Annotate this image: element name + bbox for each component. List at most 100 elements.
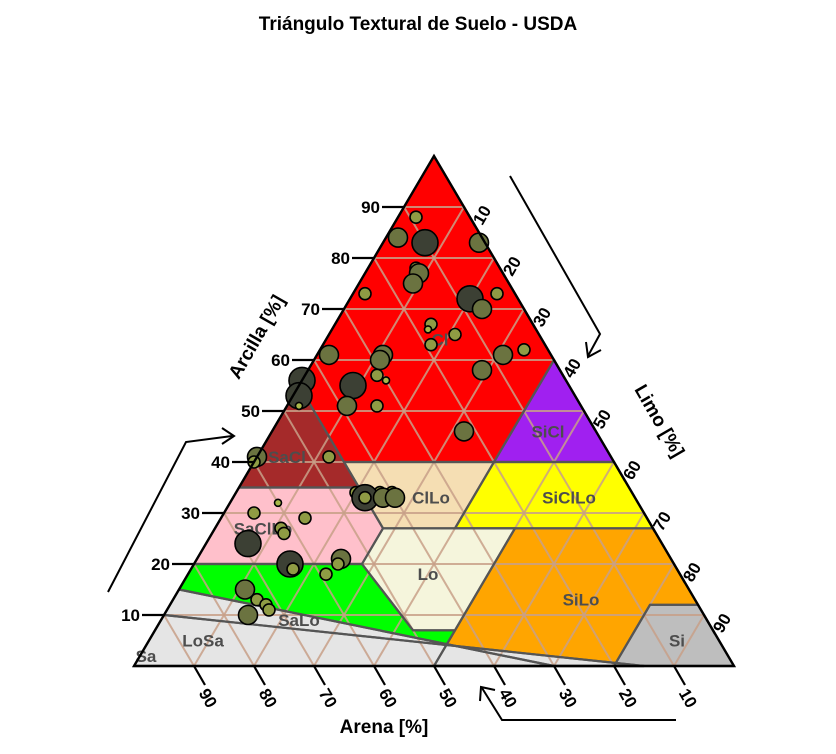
sand-tick <box>433 665 446 686</box>
clay-tick-label: 70 <box>301 300 320 319</box>
class-label-cllo: ClLo <box>412 489 450 508</box>
sand-tick-label: 10 <box>675 685 701 711</box>
silt-tick <box>523 308 536 329</box>
data-point <box>318 344 340 366</box>
grid-sand-90 <box>163 614 195 667</box>
silt-arrow <box>509 175 602 357</box>
region-silo <box>434 528 698 666</box>
silt-axis-title: Limo [%] <box>630 381 688 461</box>
silt-tick <box>703 614 716 635</box>
data-point <box>492 344 514 366</box>
clay-tick-label: 60 <box>271 351 290 370</box>
sand-tick <box>673 665 686 686</box>
silt-tick <box>463 206 476 227</box>
clay-tick-label: 30 <box>181 504 200 523</box>
data-point <box>247 506 261 520</box>
data-point <box>336 395 358 417</box>
clay-tick-label: 40 <box>211 453 230 472</box>
data-point <box>234 579 256 600</box>
sand-tick-label: 80 <box>255 685 281 711</box>
clay-tick-label: 10 <box>121 606 140 625</box>
sand-tick-label: 50 <box>435 685 461 711</box>
region-cllo <box>344 462 494 529</box>
silt-tick <box>583 410 596 431</box>
silt-tick <box>673 563 686 584</box>
silt-tick <box>643 512 656 533</box>
sand-arrow <box>481 687 676 721</box>
data-point <box>322 450 336 464</box>
clay-tick-label: 50 <box>241 402 260 421</box>
data-point <box>381 376 391 385</box>
data-point <box>453 421 475 442</box>
data-point <box>331 557 345 571</box>
data-point <box>424 337 438 352</box>
data-point <box>339 371 367 400</box>
clay-arrow-head <box>221 427 236 445</box>
class-label-sacl: SaCl <box>268 448 306 467</box>
data-point <box>409 210 423 224</box>
data-point <box>411 228 439 257</box>
class-label-sa: Sa <box>136 647 157 666</box>
silt-arrow-head <box>585 341 602 359</box>
data-point <box>370 399 384 413</box>
clay-tick-label: 20 <box>151 555 170 574</box>
data-point <box>298 511 312 525</box>
data-point <box>471 298 493 320</box>
sand-tick-label: 70 <box>315 685 341 711</box>
data-point <box>319 567 333 582</box>
clay-tick-label: 80 <box>331 249 350 268</box>
class-label-lo: Lo <box>418 565 439 584</box>
data-point <box>370 368 384 383</box>
sample-points <box>234 210 531 626</box>
data-point <box>369 349 391 371</box>
silt-tick <box>493 257 506 278</box>
region-lo <box>362 528 515 631</box>
class-label-si: Si <box>669 632 685 651</box>
sand-tick-label: 90 <box>195 685 221 711</box>
sand-tick <box>253 665 266 686</box>
sand-arrow-head <box>479 685 496 702</box>
silt-tick <box>553 359 566 380</box>
data-point <box>448 327 462 342</box>
data-point <box>387 227 409 248</box>
data-point <box>402 273 424 294</box>
sand-tick-label: 30 <box>555 685 581 711</box>
sand-tick-label: 20 <box>615 685 641 711</box>
silt-tick <box>613 461 626 482</box>
grid-silt-70 <box>553 512 645 667</box>
data-point <box>237 604 259 626</box>
sand-tick <box>313 665 326 686</box>
sand-tick-label: 40 <box>495 685 521 711</box>
sand-tick-label: 60 <box>375 685 401 711</box>
data-point <box>262 603 276 617</box>
data-point <box>384 487 406 509</box>
data-point <box>517 342 531 357</box>
sand-tick <box>493 665 506 686</box>
class-label-losa: LoSa <box>182 632 224 651</box>
sand-axis-title: Arena [%] <box>340 717 429 738</box>
clay-tick-label: 90 <box>361 198 380 217</box>
class-label-silo: SiLo <box>563 591 600 610</box>
data-point <box>294 401 304 411</box>
data-point <box>358 286 372 301</box>
class-label-sicllo: SiClLo <box>542 489 596 508</box>
data-point <box>423 325 433 334</box>
grid-sand-80 <box>193 563 255 667</box>
class-label-sicl: SiCl <box>531 422 564 441</box>
grid-silt-60 <box>493 461 615 667</box>
sand-tick <box>553 665 566 686</box>
data-point <box>277 526 291 541</box>
clay-arrow <box>107 435 233 593</box>
data-point <box>358 490 372 505</box>
grid-sand-10 <box>403 206 675 667</box>
chart-title: Triángulo Textural de Suelo - USDA <box>258 14 578 35</box>
region-si <box>614 604 734 666</box>
data-point <box>490 286 504 301</box>
data-point <box>234 529 262 558</box>
sand-tick <box>373 665 386 686</box>
axis-arrows <box>107 175 676 721</box>
data-point <box>471 359 493 381</box>
grid-silt-90 <box>673 614 705 667</box>
sand-tick <box>193 665 206 686</box>
